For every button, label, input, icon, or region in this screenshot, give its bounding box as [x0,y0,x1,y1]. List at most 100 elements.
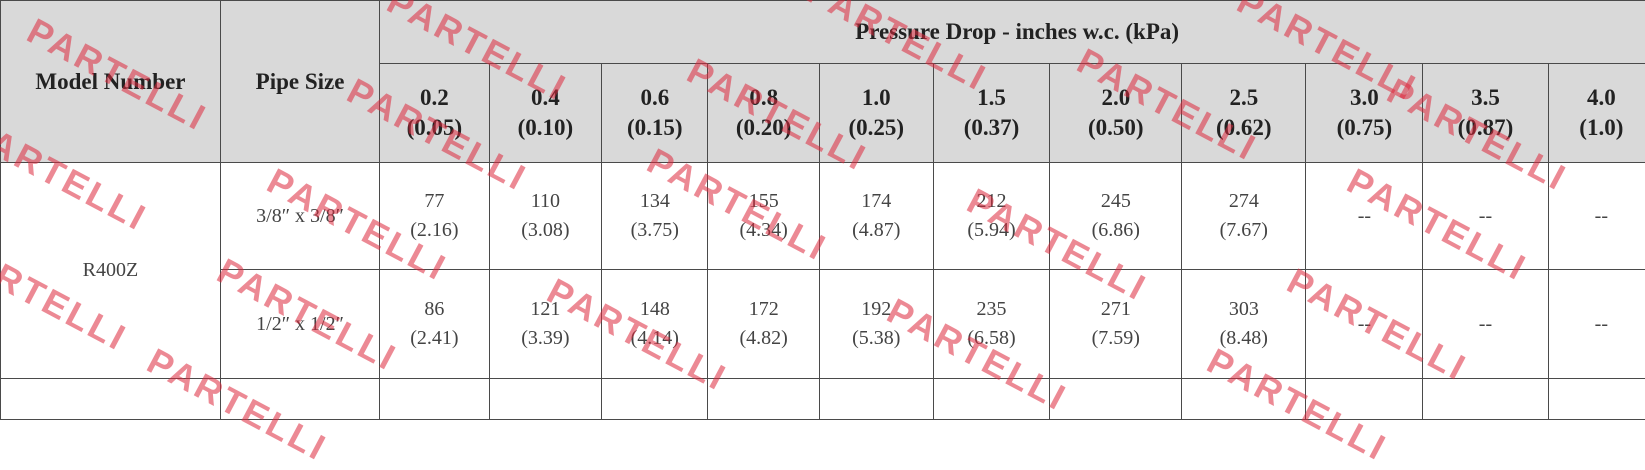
flow-value-kpa: (5.94) [967,219,1015,241]
empty-value-cell: -- [1423,163,1548,270]
flow-value-kpa: (4.34) [740,219,788,241]
column-header: 2.5 (0.62) [1182,63,1306,162]
column-iwc: 3.0 [1350,85,1379,110]
flow-value-kpa: (3.08) [521,219,569,241]
column-iwc: 0.6 [640,85,669,110]
column-kpa: (0.20) [736,115,792,140]
pressure-drop-table: Model Number Pipe Size Pressure Drop - i… [0,0,1645,420]
flow-value-kpa: (7.67) [1220,219,1268,241]
flow-value: 148 [640,298,670,320]
flow-value-kpa: (2.41) [410,327,458,349]
flow-value: 121 [530,298,560,320]
empty-cell [220,379,379,420]
column-kpa: (1.0) [1579,115,1623,140]
column-iwc: 3.5 [1471,85,1500,110]
column-kpa: (0.05) [407,115,463,140]
column-kpa: (0.62) [1216,115,1272,140]
empty-cell [933,379,1050,420]
value-cell: 192 (5.38) [819,269,933,379]
empty-cell [1423,379,1548,420]
column-iwc: 0.2 [420,85,449,110]
column-iwc: 1.0 [862,85,891,110]
empty-cell [819,379,933,420]
model-number-cell: R400Z [1,163,221,379]
flow-value-kpa: (4.14) [631,327,679,349]
table-row-partial [1,379,1645,420]
empty-cell [1,379,221,420]
column-kpa: (0.10) [518,115,574,140]
value-cell: 110 (3.08) [489,163,602,270]
flow-value: 174 [861,190,891,212]
value-cell: 148 (4.14) [602,269,708,379]
empty-cell [1050,379,1182,420]
flow-value: 110 [531,190,560,212]
value-cell: 212 (5.94) [933,163,1050,270]
flow-value: 245 [1101,190,1131,212]
empty-value-cell: -- [1548,163,1645,270]
column-header: 3.0(0.75) [1306,63,1423,162]
flow-value-kpa: (4.82) [740,327,788,349]
table-row: R400Z 3/8″ x 3/8″ 77(2.16) 110(3.08) 134… [1,163,1645,270]
value-cell: 86 (2.41) [380,269,489,379]
flow-value: 235 [977,298,1007,320]
flow-value: 303 [1229,298,1259,320]
pipe-size-header: Pipe Size [220,1,379,163]
pressure-drop-header: Pressure Drop - inches w.c. (kPa) [380,1,1645,64]
column-iwc: 0.8 [749,85,778,110]
value-cell: 303(8.48) [1182,269,1306,379]
pipe-size-cell: 3/8″ x 3/8″ [220,163,379,270]
flow-value: 271 [1101,298,1131,320]
column-header: 0.8 (0.20) [708,63,820,162]
column-iwc: 4.0 [1587,85,1616,110]
column-iwc: 2.5 [1229,85,1258,110]
empty-cell [489,379,602,420]
empty-cell [602,379,708,420]
column-header: 1.5 (0.37) [933,63,1050,162]
value-cell: 174 (4.87) [819,163,933,270]
column-header: 2.0 (0.50) [1050,63,1182,162]
flow-value-kpa: (4.87) [852,219,900,241]
flow-value-kpa: (2.16) [410,219,458,241]
flow-value: 86 [424,298,444,320]
empty-cell [1306,379,1423,420]
empty-value-cell: -- [1423,269,1548,379]
column-header: 0.2 (0.05) [380,63,489,162]
flow-value: 212 [977,190,1007,212]
value-cell: 77 (2.16) [380,163,489,270]
empty-value-cell: -- [1306,163,1423,270]
column-kpa: (0.87) [1458,115,1514,140]
flow-value: 155 [749,190,779,212]
flow-value-kpa: (5.38) [852,327,900,349]
flow-value-kpa: (6.86) [1092,219,1140,241]
value-cell: 271(7.59) [1050,269,1182,379]
empty-cell [380,379,489,420]
column-iwc: 1.5 [977,85,1006,110]
value-cell: 245 (6.86) [1050,163,1182,270]
flow-value: 77 [424,190,444,212]
model-number-header: Model Number [1,1,221,163]
column-kpa: (0.25) [848,115,904,140]
column-kpa: (0.15) [627,115,683,140]
flow-value: 192 [861,298,891,320]
flow-value: 134 [640,190,670,212]
empty-value-cell: -- [1306,269,1423,379]
value-cell: 155 (4.34) [708,163,820,270]
flow-value-kpa: (3.75) [631,219,679,241]
flow-value: 274 [1229,190,1259,212]
column-header: 4.0 (1.0) [1548,63,1645,162]
column-header: 3.5 (0.87) [1423,63,1548,162]
column-header: 0.4 (0.10) [489,63,602,162]
value-cell: 121(3.39) [489,269,602,379]
empty-cell [1548,379,1645,420]
value-cell: 274 (7.67) [1182,163,1306,270]
column-iwc: 2.0 [1101,85,1130,110]
column-header: 1.0 (0.25) [819,63,933,162]
value-cell: 134 (3.75) [602,163,708,270]
empty-cell [708,379,820,420]
table-row: 1/2″ x 1/2″ 86(2.41) 121(3.39) 148(4.14)… [1,269,1645,379]
column-kpa: (0.50) [1088,115,1144,140]
header-row-top: Model Number Pipe Size Pressure Drop - i… [1,1,1645,64]
value-cell: 172(4.82) [708,269,820,379]
column-kpa: (0.37) [964,115,1020,140]
column-iwc: 0.4 [531,85,560,110]
